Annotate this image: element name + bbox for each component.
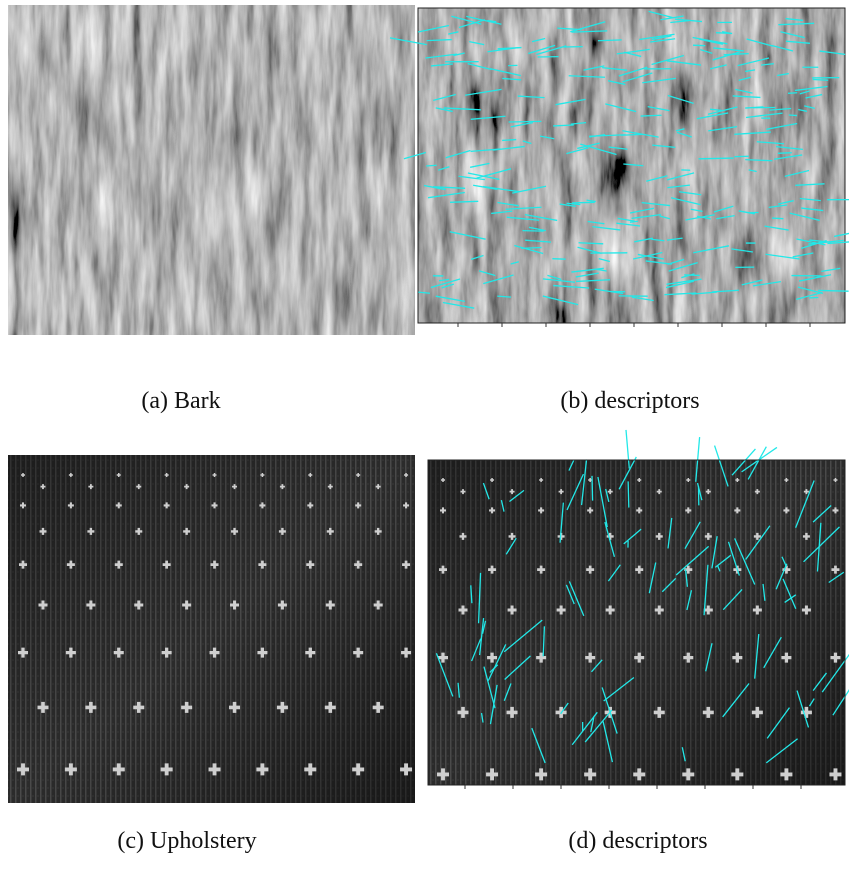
descriptor-arrow	[699, 158, 734, 159]
descriptor-arrow	[788, 93, 797, 94]
caption: (b) descriptors	[560, 388, 699, 414]
figure: (a) Bark (b) descriptors (c) Upholstery …	[0, 0, 849, 882]
page: (a) Bark (b) descriptors (c) Upholstery …	[0, 0, 849, 882]
bark-image	[8, 5, 415, 335]
caption: (c) Upholstery	[117, 828, 256, 854]
descriptor-arrow	[693, 45, 705, 46]
descriptor-arrow	[818, 290, 848, 291]
caption: (d) descriptors	[568, 828, 707, 854]
descriptor-arrow	[813, 80, 828, 81]
descriptor-arrow	[789, 115, 797, 116]
descriptor-arrow	[621, 134, 642, 135]
descriptor-arrow	[684, 275, 700, 276]
descriptor-arrow	[552, 259, 565, 260]
descriptor-arrow	[598, 40, 622, 41]
descriptor-arrow	[716, 33, 732, 34]
descriptor-arrow	[553, 125, 574, 126]
descriptor-arrow	[628, 481, 629, 507]
descriptor-arrow	[426, 165, 436, 166]
descriptor-arrow	[572, 202, 595, 203]
descriptor-arrow	[502, 140, 516, 141]
descriptor-arrow	[509, 121, 542, 122]
upholstery-descriptor-shading	[428, 460, 845, 785]
descriptor-arrow	[641, 115, 662, 116]
descriptor-arrow	[778, 153, 792, 154]
upholstery-shading	[8, 455, 415, 803]
descriptor-arrow	[592, 476, 593, 501]
caption: (a) Bark	[141, 388, 220, 414]
descriptor-arrow	[772, 218, 783, 219]
